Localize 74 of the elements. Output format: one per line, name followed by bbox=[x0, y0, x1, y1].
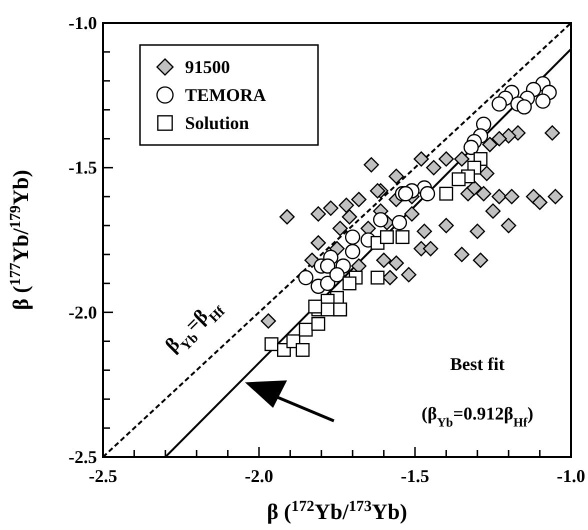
point bbox=[296, 342, 310, 357]
annotation: (β$_{Yb}$=0.912β$_{Hf}$) bbox=[421, 403, 534, 430]
point bbox=[398, 186, 414, 202]
point bbox=[404, 206, 420, 222]
x-tick-label: -2.5 bbox=[88, 466, 118, 486]
point bbox=[376, 252, 392, 268]
x-axis-title: β ($^{172}$Yb/$^{173}$Yb) bbox=[266, 498, 408, 524]
y-tick-label: -2.0 bbox=[68, 302, 97, 322]
point bbox=[380, 230, 394, 244]
point bbox=[492, 188, 507, 204]
point bbox=[388, 255, 404, 271]
point bbox=[422, 241, 438, 256]
point bbox=[516, 99, 532, 115]
point bbox=[304, 252, 320, 268]
x-tick-label: -1.0 bbox=[556, 466, 586, 486]
point bbox=[482, 136, 498, 152]
point bbox=[420, 186, 436, 202]
point bbox=[279, 209, 295, 225]
point bbox=[342, 276, 356, 290]
point bbox=[332, 220, 348, 236]
point bbox=[370, 183, 386, 198]
point bbox=[492, 96, 507, 112]
point bbox=[310, 235, 326, 251]
point bbox=[264, 337, 278, 352]
point bbox=[439, 186, 454, 201]
point bbox=[373, 212, 388, 228]
point bbox=[438, 218, 454, 234]
point bbox=[308, 300, 322, 314]
point bbox=[492, 131, 507, 146]
y-tick-label: -1.5 bbox=[68, 158, 97, 178]
point bbox=[466, 180, 482, 196]
point bbox=[454, 151, 470, 167]
point bbox=[396, 230, 410, 244]
point bbox=[311, 316, 326, 331]
point bbox=[479, 166, 494, 182]
point bbox=[342, 209, 358, 225]
legend-label: TEMORA bbox=[185, 85, 266, 105]
point bbox=[323, 200, 338, 216]
point bbox=[388, 168, 404, 184]
point bbox=[401, 267, 416, 282]
point bbox=[364, 157, 379, 172]
point bbox=[414, 151, 429, 167]
point bbox=[454, 246, 470, 262]
point bbox=[416, 224, 432, 239]
point bbox=[426, 160, 442, 176]
point bbox=[298, 322, 313, 337]
point bbox=[532, 194, 548, 210]
point bbox=[472, 252, 488, 268]
annotation: Best fit bbox=[450, 354, 505, 374]
point bbox=[544, 125, 560, 141]
point bbox=[470, 224, 486, 239]
point bbox=[351, 192, 366, 208]
y-tick-label: -2.5 bbox=[68, 447, 97, 467]
y-tick-label: -1.0 bbox=[68, 13, 97, 33]
point bbox=[310, 206, 326, 222]
x-tick-label: -2.0 bbox=[244, 466, 274, 486]
legend-label: Solution bbox=[185, 113, 250, 133]
point bbox=[329, 267, 345, 282]
point bbox=[452, 172, 466, 186]
point bbox=[485, 203, 501, 219]
point bbox=[370, 270, 385, 285]
point bbox=[438, 151, 454, 167]
legend-label: 91500 bbox=[185, 57, 230, 77]
point bbox=[392, 214, 408, 230]
point bbox=[464, 140, 479, 156]
point bbox=[548, 188, 564, 204]
point bbox=[260, 313, 276, 329]
point bbox=[500, 218, 516, 234]
point bbox=[535, 93, 551, 109]
point bbox=[320, 258, 336, 274]
point bbox=[504, 188, 520, 204]
x-tick-label: -1.5 bbox=[400, 466, 430, 486]
point bbox=[338, 198, 354, 213]
point bbox=[476, 186, 492, 202]
